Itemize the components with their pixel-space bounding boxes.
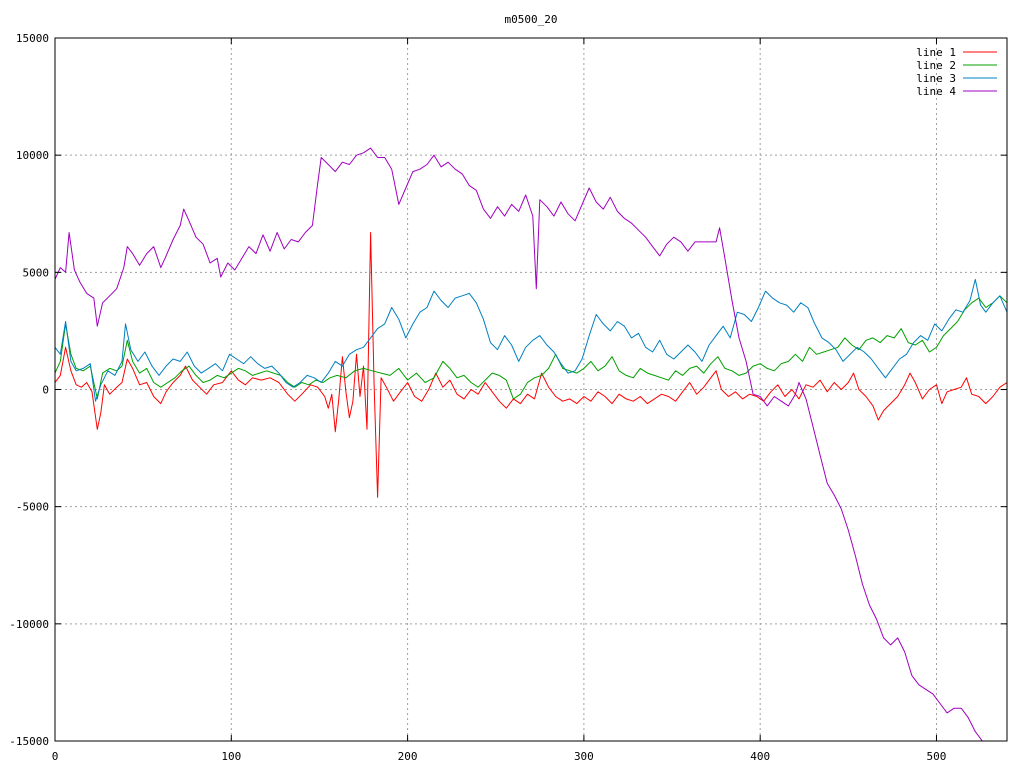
y-tick-label: 5000 (23, 266, 50, 279)
y-tick-label: -5000 (16, 501, 49, 514)
y-tick-label: 10000 (16, 149, 49, 162)
axis-ticks: -15000 -10000 -5000 0 5000 10000 15000 0 100 200 3… (9, 32, 1007, 763)
y-tick-label: 0 (42, 384, 49, 397)
x-tick-label: 300 (574, 750, 594, 763)
series-line-2 (55, 295, 1007, 400)
x-tick-label: 100 (221, 750, 241, 763)
chart-title: m0500_20 (505, 13, 558, 26)
series-line-3 (55, 278, 1007, 402)
series-line-4 (55, 147, 983, 741)
y-tick-label: 15000 (16, 32, 49, 45)
y-tick-label: -10000 (9, 618, 49, 631)
series-lines (55, 147, 1007, 741)
series-line-1 (55, 232, 1007, 498)
x-tick-label: 400 (750, 750, 770, 763)
y-tick-label: -15000 (9, 735, 49, 748)
legend-label-1: line 1 (916, 46, 956, 59)
legend-label-4: line 4 (916, 85, 956, 98)
grid-lines (55, 38, 1007, 741)
legend-label-2: line 2 (916, 59, 956, 72)
legend-label-3: line 3 (916, 72, 956, 85)
x-tick-label: 500 (927, 750, 947, 763)
x-tick-label: 200 (398, 750, 418, 763)
x-tick-label: 0 (52, 750, 59, 763)
